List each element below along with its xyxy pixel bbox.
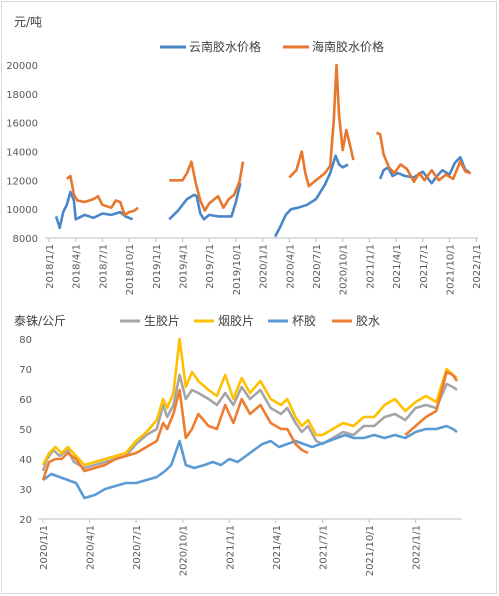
x-tick-label: 2021/10/1 — [365, 525, 376, 576]
bottom-legend-label-3: 杯胶 — [292, 313, 316, 328]
bottom-y-axis: 20 30 40 50 60 70 80 — [19, 335, 32, 526]
y-tick-label: 16000 — [6, 119, 38, 130]
x-tick-label: 2020/7/1 — [312, 244, 323, 289]
x-tick-label: 2020/10/1 — [179, 525, 190, 576]
series-line-2 — [65, 174, 139, 217]
y-tick-label: 50 — [19, 425, 32, 436]
x-tick-label: 2022/1/1 — [472, 244, 483, 289]
series-line-2 — [288, 63, 355, 188]
series-line-4 — [404, 370, 459, 436]
series-line-1 — [41, 373, 458, 472]
series-line-2 — [41, 337, 458, 467]
x-tick-label: 2020/4/1 — [285, 244, 296, 289]
y-tick-label: 18000 — [6, 90, 38, 101]
top-x-axis: 2018/1/1 2018/4/1 2018/7/1 2018/10/1 2019/1/… — [45, 238, 483, 295]
top-y-axis: 8000 10000 12000 14000 16000 18000 20000 — [6, 61, 38, 245]
bottom-legend-label-1: 生胶片 — [144, 313, 180, 328]
x-tick-label: 2018/7/1 — [98, 244, 109, 289]
top-legend-label-2: 海南胶水价格 — [312, 39, 384, 54]
series-line-2 — [376, 131, 472, 184]
y-tick-label: 8000 — [13, 234, 38, 245]
x-tick-label: 2019/10/1 — [232, 244, 243, 295]
bottom-chart: 泰铢/公斤 生胶片 烟胶片 杯胶 胶水 20 30 40 50 60 70 80 2020/… — [14, 313, 462, 576]
top-y-unit: 元/吨 — [14, 15, 42, 29]
x-tick-label: 2020/7/1 — [132, 525, 143, 570]
y-tick-label: 12000 — [6, 176, 38, 187]
series-line-4 — [41, 388, 309, 481]
x-tick-label: 2021/10/1 — [446, 244, 457, 295]
x-tick-label: 2020/4/1 — [86, 525, 97, 570]
bottom-legend: 生胶片 烟胶片 杯胶 胶水 — [120, 313, 380, 328]
x-tick-label: 2019/1/1 — [152, 244, 163, 289]
top-chart: 元/吨 云南胶水价格 海南胶水价格 8000 10000 12000 14000 160… — [6, 15, 483, 295]
x-tick-label: 2021/1/1 — [225, 525, 236, 570]
series-line-1 — [54, 190, 134, 230]
y-tick-label: 40 — [19, 455, 32, 466]
top-legend-label-1: 云南胶水价格 — [189, 39, 261, 54]
bottom-legend-label-2: 烟胶片 — [218, 313, 254, 328]
x-tick-label: 2021/7/1 — [318, 525, 329, 570]
bottom-plot-area — [41, 337, 459, 500]
y-tick-label: 10000 — [6, 205, 38, 216]
y-tick-label: 14000 — [6, 148, 38, 159]
y-tick-label: 70 — [19, 365, 32, 376]
series-line-1 — [273, 154, 349, 238]
x-tick-label: 2022/1/1 — [412, 525, 423, 570]
x-tick-label: 2018/10/1 — [125, 244, 136, 295]
bottom-x-axis: 2020/1/1 2020/4/1 2020/7/1 2020/10/1 2021/1/… — [39, 519, 423, 576]
x-tick-label: 2020/1/1 — [259, 244, 270, 289]
y-tick-label: 80 — [19, 335, 32, 346]
x-tick-label: 2020/1/1 — [39, 525, 50, 570]
series-line-3 — [42, 424, 458, 500]
y-tick-label: 60 — [19, 395, 32, 406]
bottom-legend-label-4: 胶水 — [356, 313, 380, 328]
x-tick-label: 2018/4/1 — [72, 244, 83, 289]
x-tick-label: 2021/4/1 — [272, 525, 283, 570]
top-plot-area — [54, 63, 472, 238]
y-tick-label: 20 — [19, 515, 32, 526]
series-line-2 — [169, 160, 245, 212]
y-tick-label: 30 — [19, 485, 32, 496]
x-tick-label: 2018/1/1 — [45, 244, 56, 289]
bottom-y-unit: 泰铢/公斤 — [14, 313, 66, 328]
x-tick-label: 2021/7/1 — [419, 244, 430, 289]
series-line-1 — [168, 182, 242, 221]
x-tick-label: 2019/7/1 — [205, 244, 216, 289]
y-tick-label: 20000 — [6, 61, 38, 72]
x-tick-label: 2021/4/1 — [392, 244, 403, 289]
x-tick-label: 2019/4/1 — [179, 244, 190, 289]
top-legend: 云南胶水价格 海南胶水价格 — [160, 39, 384, 54]
x-tick-label: 2020/10/1 — [339, 244, 350, 295]
x-tick-label: 2021/1/1 — [365, 244, 376, 289]
